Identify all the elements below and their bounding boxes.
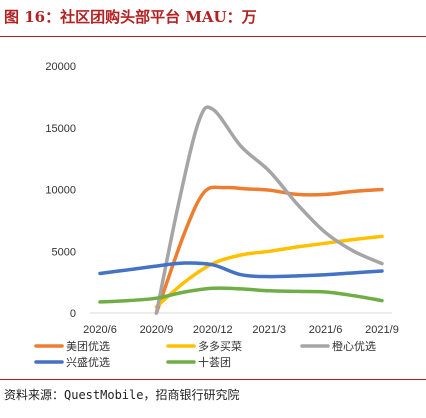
chart-title: 图 16：社区团购头部平台 MAU：万 xyxy=(4,8,257,26)
y-tick-label: 20000 xyxy=(45,61,76,73)
x-tick-label: 2021/6 xyxy=(309,324,343,336)
legend-label-1: 美团优选 xyxy=(66,340,110,353)
series-line-2 xyxy=(154,234,384,309)
x-tick-label: 2020/6 xyxy=(83,324,117,336)
source-note: 资料来源：QuestMobile，招商银行研究院 xyxy=(4,388,240,402)
x-tick-label: 2021/9 xyxy=(365,324,399,336)
series-line-1 xyxy=(154,185,384,315)
x-tick-label: 2021/3 xyxy=(252,324,286,336)
series-line-4 xyxy=(98,261,384,279)
legend-label-2: 多多买菜 xyxy=(198,339,242,353)
x-tick-label: 2020/12 xyxy=(193,324,233,336)
y-tick-label: 0 xyxy=(70,308,76,320)
legend-label-4: 兴盛优选 xyxy=(66,355,110,369)
series-line-5 xyxy=(98,286,384,304)
series-lines xyxy=(98,105,384,315)
y-tick-label: 5000 xyxy=(52,246,76,258)
source-rule xyxy=(0,379,426,380)
y-tick-label: 10000 xyxy=(45,185,76,197)
x-tick-label: 2020/9 xyxy=(140,324,174,336)
series-line-3 xyxy=(154,105,384,315)
chart-axes: 0 5000 10000 15000 20000 2020/6 2020/9 2020/12 2… xyxy=(45,61,398,336)
title-rule xyxy=(0,36,426,37)
y-tick-label: 15000 xyxy=(45,123,76,135)
legend-label-5: 十荟团 xyxy=(198,355,231,369)
legend-label-3: 橙心优选 xyxy=(332,339,376,353)
